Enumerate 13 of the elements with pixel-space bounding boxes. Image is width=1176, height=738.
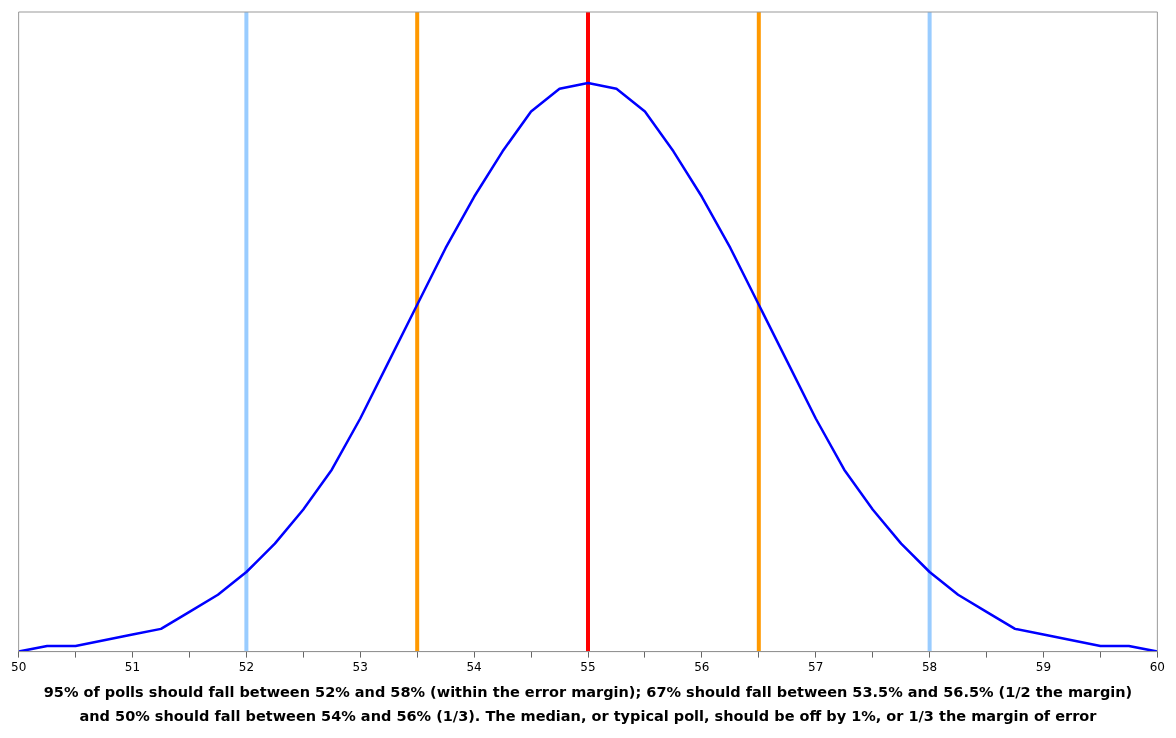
x-tick-label: 51 bbox=[124, 659, 141, 674]
x-tick-label: 50 bbox=[10, 659, 27, 674]
x-tick-label: 60 bbox=[1149, 659, 1166, 674]
x-tick-label: 53 bbox=[352, 659, 368, 674]
x-tick-label: 56 bbox=[694, 659, 710, 674]
x-tick-label: 54 bbox=[466, 659, 482, 674]
x-tick-label: 59 bbox=[1035, 659, 1052, 674]
x-tick-label: 52 bbox=[238, 659, 255, 674]
text: 95% of polls should fall between 52% and 58% (within the error margin); 67% should fall between 53.5% and 56.5% (1/2 the margin) bbox=[42, 683, 1134, 702]
x-tick-label: 58 bbox=[921, 659, 938, 674]
x-tick-label: 57 bbox=[808, 659, 824, 674]
text: and 50% should fall between 54% and 56% (1/3). The median, or typical poll, should be off by 1%, or 1/3 the margin of error bbox=[78, 707, 1098, 726]
x-tick-label: 55 bbox=[580, 659, 596, 674]
